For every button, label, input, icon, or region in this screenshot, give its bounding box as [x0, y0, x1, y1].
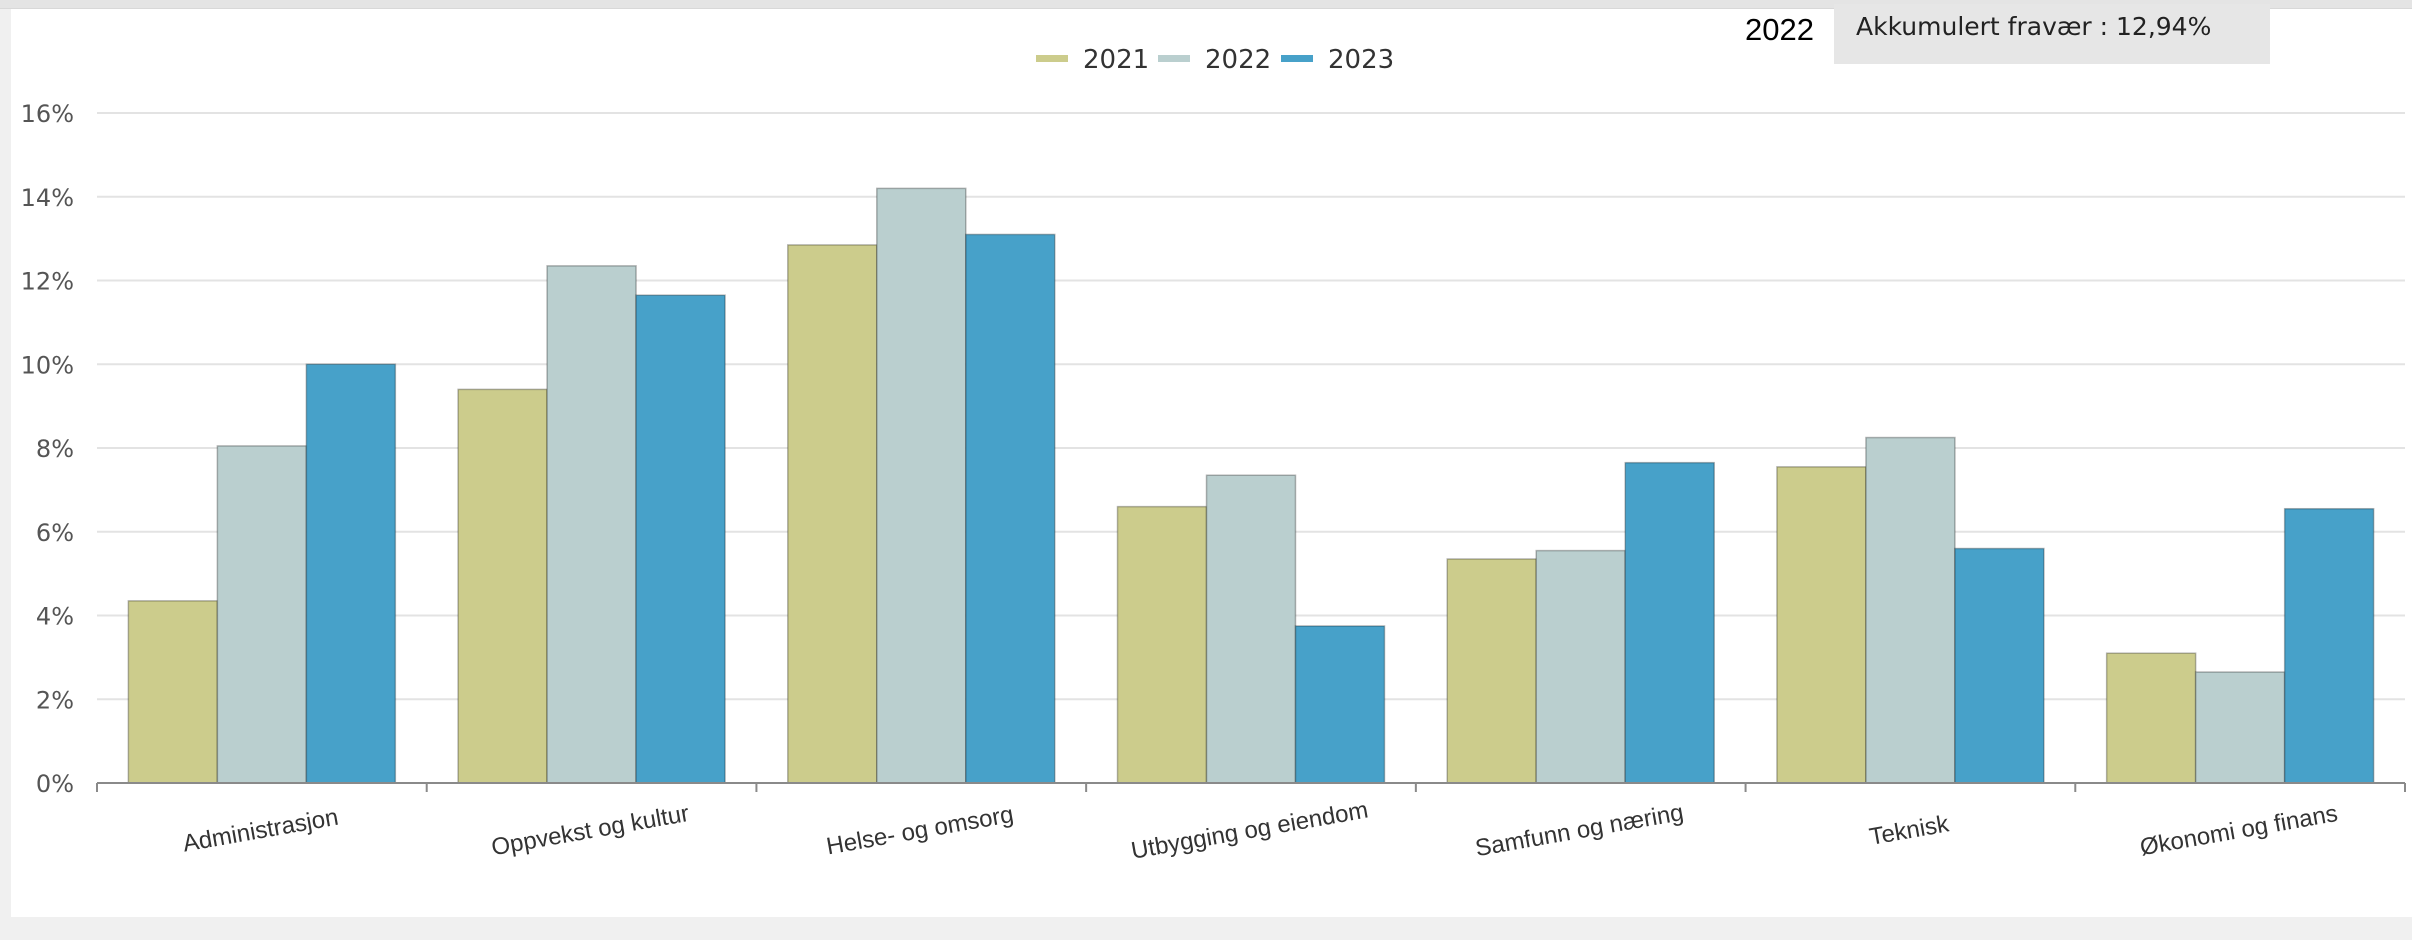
bar-2022 — [1535, 549, 1626, 784]
legend-label-2022: 2022 — [1205, 45, 1271, 75]
legend-label-2023: 2023 — [1328, 45, 1394, 75]
y-tick-label: 6% — [36, 519, 74, 547]
x-tick-label: Administrasjon — [181, 804, 341, 858]
y-tick-label: 0% — [36, 770, 74, 798]
legend-swatch-2022 — [1158, 55, 1190, 62]
y-tick-label: 8% — [36, 435, 74, 463]
x-tick-label: Oppvekst og kultur — [489, 800, 691, 861]
bar-2022 — [1205, 474, 1297, 784]
x-axis — [96, 782, 2406, 792]
bar-2023 — [1624, 461, 1715, 784]
y-tick-label: 10% — [21, 351, 74, 379]
y-tick-label: 14% — [21, 184, 74, 212]
bar-2021 — [457, 388, 548, 784]
bar-2023 — [305, 363, 397, 784]
x-tick-label: Helse- og omsorg — [824, 801, 1015, 860]
x-axis-labels: Administrasjon Oppvekst og kultur Helse- o… — [181, 796, 2340, 864]
x-tick-label: Samfunn og næring — [1473, 799, 1685, 862]
tooltip-series-label: 2022 — [1745, 12, 1814, 47]
legend: 2021 2022 2023 — [1036, 45, 1394, 75]
bar-2022 — [2194, 671, 2286, 784]
x-tick-label: Teknisk — [1867, 810, 1951, 851]
bar-2022 — [546, 265, 637, 784]
bar-2021 — [787, 244, 878, 784]
bar-2023 — [1954, 547, 2045, 784]
bar-2021 — [1446, 558, 1537, 784]
y-tick-label: 12% — [21, 268, 74, 296]
bars — [127, 187, 2375, 784]
bar-2023 — [1294, 625, 1386, 784]
x-tick-label: Utbygging og eiendom — [1129, 796, 1370, 864]
tooltip: Akkumulert fravær : 12,94% — [1834, 4, 2270, 64]
y-tick-label: 2% — [36, 686, 74, 714]
legend-label-2021: 2021 — [1083, 45, 1149, 75]
bar-2021 — [2105, 652, 2197, 784]
bar-2022 — [876, 187, 967, 784]
bar-2023 — [635, 294, 726, 784]
bar-2022 — [1865, 436, 1956, 784]
bar-2021 — [1776, 466, 1867, 784]
x-tick-label: Økonomi og finans — [2138, 800, 2340, 861]
bar-2021 — [1116, 505, 1208, 784]
bar-2021 — [127, 600, 219, 784]
y-tick-label: 4% — [36, 603, 74, 631]
bar-2023 — [965, 233, 1056, 784]
y-tick-label: 16% — [21, 100, 74, 128]
window-top-border — [0, 0, 2412, 9]
legend-swatch-2023 — [1281, 55, 1313, 62]
bar-2022 — [216, 445, 308, 784]
legend-swatch-2021 — [1036, 55, 1068, 62]
bar-2023 — [2283, 507, 2375, 784]
y-axis-ticks: 0% 2% 4% 6% 8% 10% 12% 14% 16% — [21, 100, 74, 798]
